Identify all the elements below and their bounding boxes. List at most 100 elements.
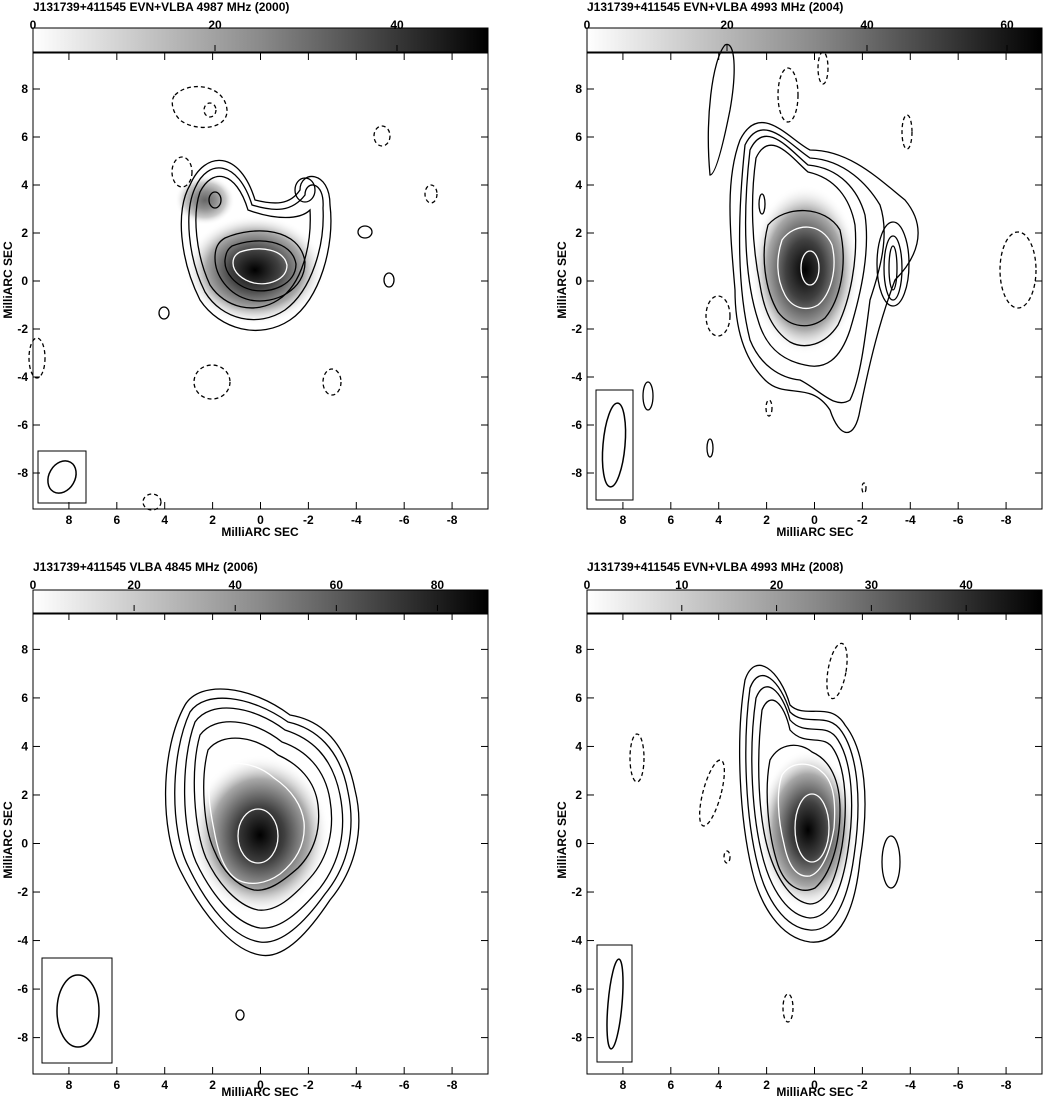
beam-box [41,957,113,1064]
x-tick-label: -8 [447,513,458,527]
y-tick-label: 4 [575,178,582,192]
x-tick-label: 2 [209,513,216,527]
colorbar-tick-label: 40 [959,578,973,592]
beam-ellipse [601,402,627,488]
contour-level-5 [766,744,841,891]
x-tick-label: -2 [857,513,868,527]
panel-2000: J131739+411545 EVN+VLBA 4987 MHz (2000) … [1,0,489,539]
y-tick-label: -2 [571,885,582,899]
contour-negative [777,67,799,123]
x-tick-label: 4 [161,1078,168,1092]
contour-level-7 [794,793,830,863]
colorbar: 0 20 40 60 [584,18,1043,53]
colorbar: 0 10 20 30 40 [584,578,1043,615]
colorbar-tick-label: 0 [584,578,591,592]
contour-knot [758,193,766,215]
y-tick-label: 0 [21,837,28,851]
panel-title: J131739+411545 EVN+VLBA 4993 MHz (2008) [587,560,843,574]
colorbar-gradient [586,27,1043,53]
beam-frame [41,957,113,1064]
colorbar-ticks: 0 20 40 60 [584,18,1014,51]
contour-island [357,225,373,239]
contour-level-5 [224,240,297,292]
x-tick-label: 0 [811,1078,818,1092]
contour-negative [698,759,726,827]
contour-level-5 [203,737,320,891]
contour-level-1 [180,159,332,332]
y-tick-label: -6 [571,418,582,432]
x-tick-label: -8 [1001,513,1012,527]
y-tick-label: 6 [21,691,28,705]
beam-frame [596,944,633,1063]
colorbar-tick-label: 60 [1000,18,1014,32]
x-tick-label: 4 [161,513,168,527]
contour-level-3 [744,135,868,367]
colorbar-ticks: 0 20 40 [30,18,404,51]
colorbar-tick-label: 0 [30,18,37,32]
contour-level-4 [214,230,306,302]
contour-negative [424,184,438,204]
x-tick-label: 2 [763,513,770,527]
colorbar-tick-label: 80 [431,578,445,592]
colorbar-gradient [32,589,489,615]
beam-frame [595,389,634,501]
x-tick-label: 6 [113,1078,120,1092]
contour-level-3 [195,175,311,309]
panel-title: J131739+411545 VLBA 4845 MHz (2006) [33,560,258,574]
y-tick-label: -8 [571,1031,582,1045]
contour-level-4 [758,699,846,905]
contour-level-7 [800,250,820,286]
x-tick-label: -6 [399,1078,410,1092]
beam-ellipse [47,460,77,494]
contour-level-2 [738,129,885,404]
contours [164,688,360,1021]
contour-negative [28,337,46,379]
contour-negative [861,482,867,494]
contour-negative [171,156,193,188]
axes: 8 6 4 2 0 -2 -4 -6 -8 8 6 4 2 0 -2 -4 -6 -8 [571,52,1043,527]
contours [28,85,438,511]
y-tick-label: 4 [575,739,582,753]
contour-level-6 [777,226,835,309]
contour-level-6 [208,762,305,885]
colorbar-ticks: 0 20 40 60 80 [30,578,445,611]
contour-island [888,245,898,291]
y-tick-label: 4 [21,178,28,192]
beam-ellipse [56,974,100,1048]
x-tick-label: 8 [66,513,73,527]
x-tick-label: 6 [113,513,120,527]
beam-frame [37,450,87,504]
y-axis-label: MilliARC SEC [1,241,15,319]
contour-level-5 [763,209,844,327]
contour-level-1 [739,664,866,943]
x-tick-label: -8 [447,1078,458,1092]
y-tick-label: -6 [17,418,28,432]
x-tick-label: -4 [351,513,362,527]
contour-knot [294,177,316,203]
contour-negative [193,364,231,400]
colorbar-tick-label: 30 [865,578,879,592]
contour-level-1 [729,122,919,433]
axes: 8 6 4 2 0 -2 -4 -6 -8 8 6 4 2 0 -2 -4 -6 -8 [571,612,1043,1092]
contour-island [235,1009,245,1021]
axes: 8 6 4 2 0 -2 -4 -6 -8 8 6 4 2 0 -2 -4 -6 -8 [17,52,489,527]
y-tick-label: 6 [575,691,582,705]
x-tick-label: 4 [715,513,722,527]
x-axis-label: MilliARC SEC [221,1085,299,1099]
y-tick-label: 6 [21,130,28,144]
beam-ellipse [606,958,624,1050]
x-tick-label: 0 [257,1078,264,1092]
y-tick-label: -8 [17,1031,28,1045]
contour-negative [373,125,391,147]
y-tick-label: 0 [575,837,582,851]
contour-level-1 [164,688,360,957]
x-tick-label: 8 [620,1078,627,1092]
contour-level-2 [174,697,352,943]
contour-negative [203,102,217,118]
y-tick-label: 0 [21,274,28,288]
contour-level-1 [707,43,735,176]
y-tick-label: -4 [571,934,582,948]
x-tick-label: 8 [620,513,627,527]
contour-knot [208,191,222,209]
y-tick-label: -4 [17,370,28,384]
